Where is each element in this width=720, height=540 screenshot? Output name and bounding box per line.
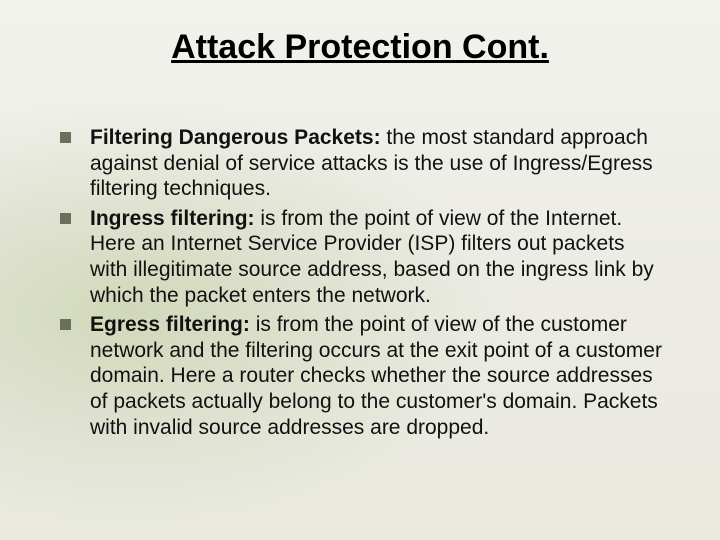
- bullet-lead: Ingress filtering:: [90, 207, 260, 230]
- bullet-lead: Egress filtering:: [90, 313, 256, 336]
- list-item: Ingress filtering: is from the point of …: [58, 206, 665, 308]
- slide-title: Attack Protection Cont.: [0, 28, 720, 67]
- bullet-list: Filtering Dangerous Packets: the most st…: [58, 125, 665, 440]
- slide-body: Filtering Dangerous Packets: the most st…: [58, 125, 665, 444]
- slide: Attack Protection Cont. Filtering Danger…: [0, 0, 720, 540]
- list-item: Egress filtering: is from the point of v…: [58, 312, 665, 440]
- list-item: Filtering Dangerous Packets: the most st…: [58, 125, 665, 202]
- bullet-lead: Filtering Dangerous Packets:: [90, 126, 386, 149]
